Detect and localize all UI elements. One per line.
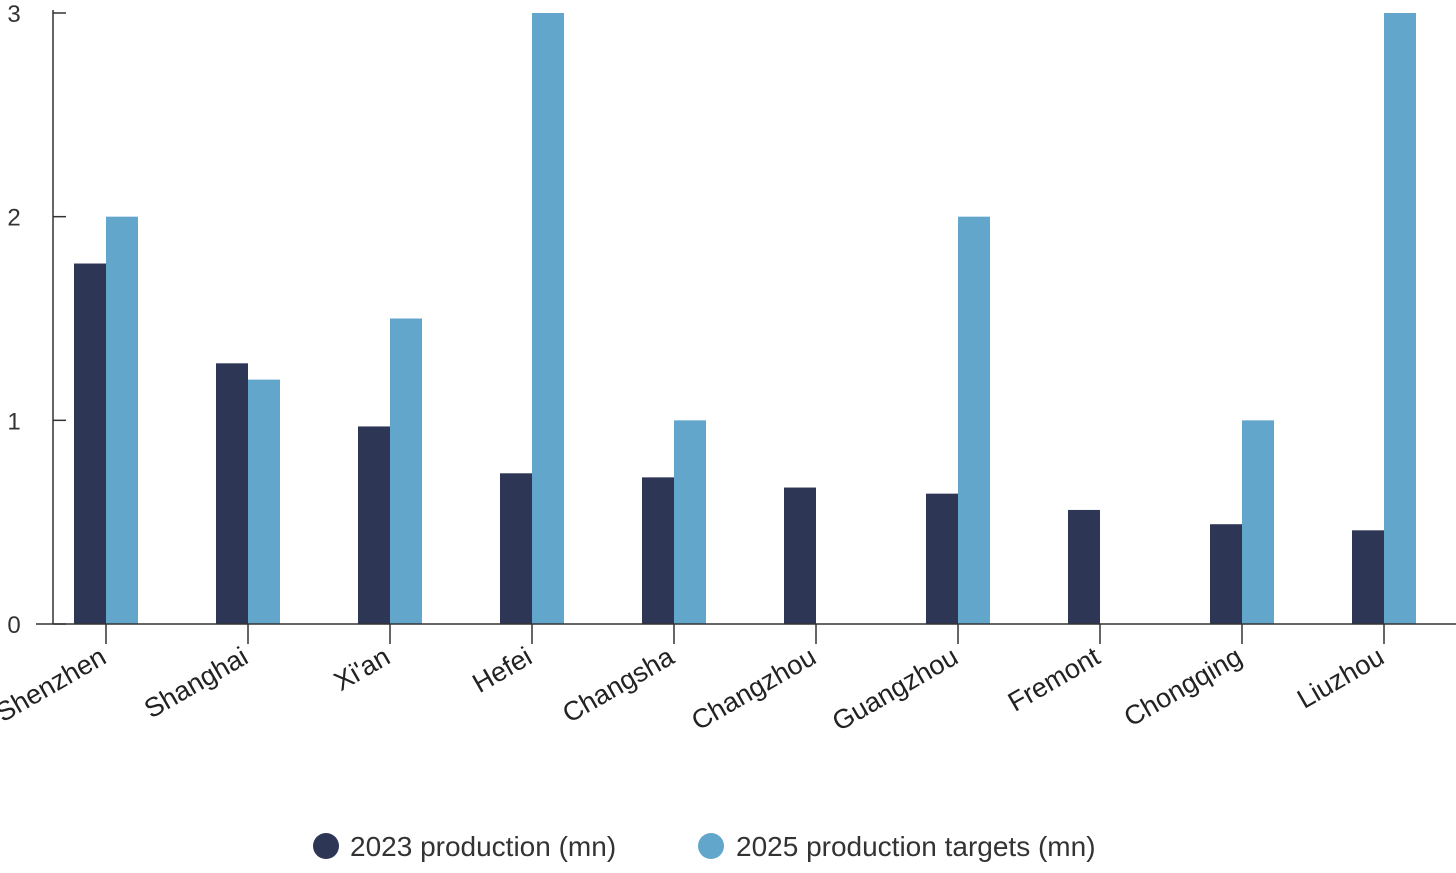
bar-2025-xian xyxy=(390,318,422,624)
x-tick-label: Shanghai xyxy=(139,641,253,724)
y-tick-label: 0 xyxy=(7,612,20,639)
x-tick-labels: Shenzhen Shanghai Xi'an Hefei Changsha Changz… xyxy=(0,641,1389,737)
bar-2023-shenzhen xyxy=(74,263,106,624)
y-tick-label: 1 xyxy=(7,408,20,435)
bar-2023-changzhou xyxy=(784,487,816,624)
x-tick-label: Shenzhen xyxy=(0,641,111,728)
bar-2023-changsha xyxy=(642,477,674,624)
bar-2025-changsha xyxy=(674,420,706,624)
legend: 2023 production (mn) 2025 production targ… xyxy=(313,831,1096,862)
bar-2025-liuzhou xyxy=(1384,13,1416,624)
x-tick-label: Hefei xyxy=(467,641,537,698)
bar-2025-chongqing xyxy=(1242,420,1274,624)
legend-label-2025: 2025 production targets (mn) xyxy=(736,831,1096,862)
bar-2025-shanghai xyxy=(248,379,280,624)
axes-layer xyxy=(36,10,1456,644)
bar-2023-liuzhou xyxy=(1352,530,1384,624)
bar-2023-chongqing xyxy=(1210,524,1242,624)
bar-2023-shanghai xyxy=(216,363,248,624)
y-tick-label: 2 xyxy=(7,205,20,232)
x-tick-label: Chongqing xyxy=(1119,641,1247,732)
x-tick-label: Fremont xyxy=(1003,641,1105,717)
x-tick-label: Changzhou xyxy=(686,641,821,736)
y-tick-label: 3 xyxy=(7,1,20,28)
x-tick-label: Liuzhou xyxy=(1292,641,1389,714)
x-tick-label: Xi'an xyxy=(329,641,395,697)
bar-2023-guangzhou xyxy=(926,493,958,624)
bar-2023-hefei xyxy=(500,473,532,624)
legend-swatch-2025 xyxy=(698,833,724,859)
bar-2025-hefei xyxy=(532,13,564,624)
bar-2023-fremont xyxy=(1068,509,1100,624)
bar-2025-guangzhou xyxy=(958,216,990,624)
bar-2023-xian xyxy=(358,426,390,624)
x-tick-label: Changsha xyxy=(557,641,679,729)
legend-label-2023: 2023 production (mn) xyxy=(350,831,616,862)
legend-swatch-2023 xyxy=(313,833,339,859)
bar-2025-shenzhen xyxy=(106,216,138,624)
bars-layer xyxy=(74,13,1416,624)
y-tick-labels: 0 1 2 3 xyxy=(7,1,20,639)
x-tick-label: Guangzhou xyxy=(827,641,963,737)
